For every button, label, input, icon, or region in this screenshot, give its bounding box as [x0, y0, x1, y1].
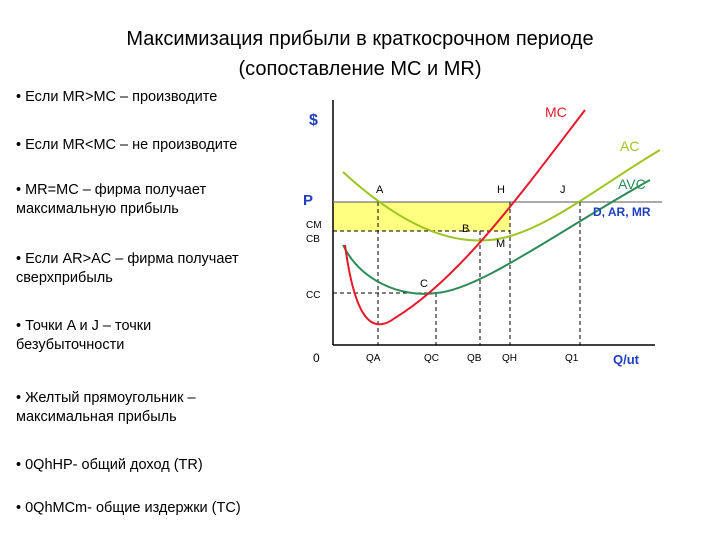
origin-label: 0 — [313, 351, 320, 365]
slide-title: Максимизация прибыли в краткосрочном пер… — [40, 24, 680, 84]
bullet-ar-gt-ac: • Если AR>AC – фирма получает сверхприбы… — [16, 251, 239, 286]
avc-label: AVC — [618, 176, 646, 192]
qb-mark: QB — [467, 353, 482, 364]
point-m: M — [496, 238, 505, 250]
qc-mark: QC — [424, 353, 439, 364]
bullet-mr-eq-mc: • MR=MC – фирма получает максимальную пр… — [16, 182, 207, 217]
bullet-breakeven: • Точки A и J – точки безубыточности — [16, 318, 152, 353]
point-b: B — [462, 223, 469, 235]
bullet-yellow-rect: • Желтый прямоугольник – максимальная пр… — [16, 390, 196, 425]
x-axis-label: Q/ut — [613, 352, 640, 367]
q1-mark: Q1 — [565, 353, 579, 364]
avc-curve — [342, 179, 651, 295]
cb-mark: CB — [306, 234, 320, 245]
guide-lines — [333, 202, 581, 345]
demand-label: D, AR, MR — [593, 205, 651, 219]
bullet-mr-gt-mc: • Если MR>MC – производите — [16, 89, 218, 105]
cc-mark: CC — [306, 290, 320, 301]
bullet-tr: • 0QhHP- общий доход (TR) — [16, 457, 203, 473]
cm-mark: CM — [306, 220, 322, 231]
y-axis-label: $ — [309, 112, 318, 129]
bullet-mr-lt-mc: • Если MR<MC – не производите — [16, 137, 238, 153]
p-mark: P — [303, 192, 313, 209]
mc-curve — [344, 109, 586, 326]
bullet-tc: • 0QhMCm- общие издержки (TC) — [16, 500, 241, 516]
point-j: J — [560, 184, 566, 196]
point-h: H — [497, 184, 505, 196]
mc-label: MC — [545, 104, 567, 120]
ac-curve — [342, 149, 661, 242]
ac-label: AC — [620, 138, 639, 154]
qh-mark: QH — [502, 353, 517, 364]
title-line-2: (сопоставление MC и MR) — [238, 58, 482, 80]
qa-mark: QA — [366, 353, 381, 364]
point-c: C — [420, 278, 428, 290]
point-a: A — [376, 184, 384, 196]
title-line-1: Максимизация прибыли в краткосрочном пер… — [126, 28, 594, 50]
